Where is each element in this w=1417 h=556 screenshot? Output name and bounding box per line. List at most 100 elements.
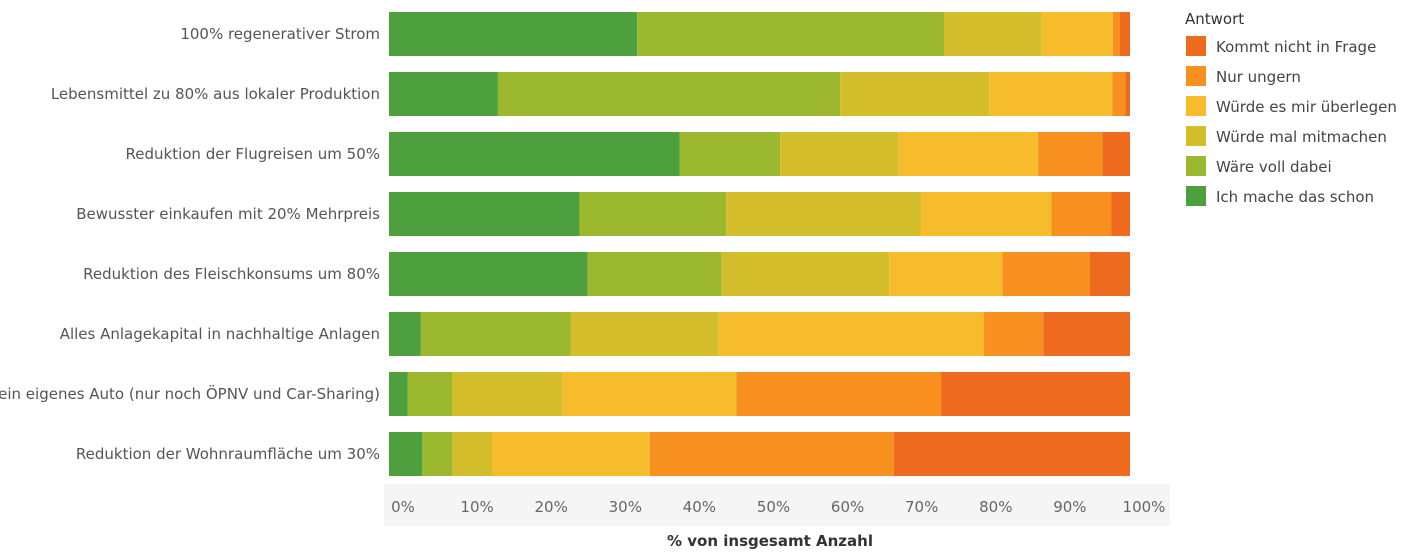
bar-segment [921,192,1052,236]
bar-segment [721,252,890,296]
legend-swatch [1186,186,1206,206]
category-label: Reduktion der Wohnraumfläche um 30% [76,445,380,463]
legend-label: Wäre voll dabei [1216,158,1332,176]
x-tick-label: 100% [1123,498,1166,516]
bar-segment [984,312,1044,356]
bar-segment [497,72,841,116]
bar-row [389,312,1130,356]
legend-label: Kommt nicht in Frage [1216,38,1376,56]
bars-layer [389,12,1130,476]
bar-segment [1089,252,1130,296]
legend-label: Würde es mir überlegen [1216,98,1397,116]
bar-segment [898,132,1039,176]
legend-item: Ich mache das schon [1186,186,1374,206]
x-tick-label: 0% [391,498,415,516]
bar-segment [736,372,942,416]
x-tick-label: 70% [905,498,938,516]
bar-segment [726,192,922,236]
legend-label: Würde mal mitmachen [1216,128,1387,146]
bar-segment [389,372,408,416]
bar-segment [1125,72,1130,116]
bar-segment [1112,12,1120,56]
legend-item: Nur ungern [1186,66,1301,86]
bar-segment [1038,132,1103,176]
bar-segment [407,372,452,416]
bar-segment [1111,192,1130,236]
bar-row [389,132,1130,176]
bar-segment [587,252,722,296]
x-tick-label: 20% [535,498,568,516]
x-tick-label: 40% [683,498,716,516]
bar-segment [780,132,899,176]
x-tick-label: 30% [609,498,642,516]
bar-segment [389,432,423,476]
bar-segment [579,192,727,236]
x-axis-band [384,484,1170,526]
bar-row [389,192,1130,236]
x-axis-title: % von insgesamt Anzahl [667,532,873,550]
bar-segment [451,372,563,416]
legend-swatch [1186,126,1206,146]
x-tick-label: 10% [460,498,493,516]
x-tick-label: 60% [831,498,864,516]
bar-segment [422,432,453,476]
bar-segment [389,72,498,116]
bar-segment [649,432,894,476]
legend-label: Ich mache das schon [1216,188,1374,206]
bar-segment [389,312,421,356]
bar-segment [492,432,650,476]
bar-segment [944,12,1042,56]
category-label: Reduktion des Fleischkonsums um 80% [83,265,380,283]
bar-segment [989,72,1113,116]
bar-segment [1102,132,1130,176]
bar-row [389,372,1130,416]
bar-segment [1043,312,1130,356]
category-labels: 100% regenerativer Strom Lebensmittel zu … [0,25,380,463]
bar-segment [389,12,638,56]
category-label: 100% regenerativer Strom [180,25,380,43]
bar-segment [1041,12,1113,56]
bar-segment [562,372,737,416]
bar-segment [389,252,588,296]
bar-row [389,432,1130,476]
bar-segment [637,12,945,56]
bar-segment [389,132,680,176]
bar-segment [893,432,1130,476]
bar-segment [941,372,1130,416]
bar-segment [840,72,990,116]
legend: Antwort Kommt nicht in Frage Nur ungern Wü… [1185,10,1397,206]
bar-segment [679,132,781,176]
bar-segment [1051,192,1112,236]
legend-swatch [1186,36,1206,56]
category-label: Lebensmittel zu 80% aus lokaler Produkti… [51,85,380,103]
bar-segment [570,312,719,356]
legend-swatch [1186,156,1206,176]
bar-segment [718,312,985,356]
x-tick-label: 90% [1053,498,1086,516]
category-label: Alles Anlagekapital in nachhaltige Anlag… [60,325,380,343]
bar-row [389,252,1130,296]
x-axis-ticks: 0% 10% 20% 30% 40% 50% 60% 70% 80% 90% 100% [391,498,1165,516]
legend-item: Würde es mir überlegen [1186,96,1397,116]
bar-segment [420,312,571,356]
bar-segment [389,192,580,236]
legend-label: Nur ungern [1216,68,1301,86]
bar-segment [1112,72,1126,116]
bar-segment [889,252,1003,296]
legend-item: Würde mal mitmachen [1186,126,1387,146]
legend-item: Wäre voll dabei [1186,156,1332,176]
legend-swatch [1186,96,1206,116]
legend-item: Kommt nicht in Frage [1186,36,1376,56]
bar-row [389,72,1130,116]
bar-segment [1119,12,1130,56]
x-tick-label: 80% [979,498,1012,516]
legend-title: Antwort [1185,10,1244,28]
category-label: Bewusster einkaufen mit 20% Mehrpreis [76,205,380,223]
legend-swatch [1186,66,1206,86]
bar-segment [1002,252,1090,296]
category-label: Reduktion der Flugreisen um 50% [126,145,380,163]
bar-row [389,12,1130,56]
x-axis: 0% 10% 20% 30% 40% 50% 60% 70% 80% 90% 100% % von … [384,484,1170,550]
